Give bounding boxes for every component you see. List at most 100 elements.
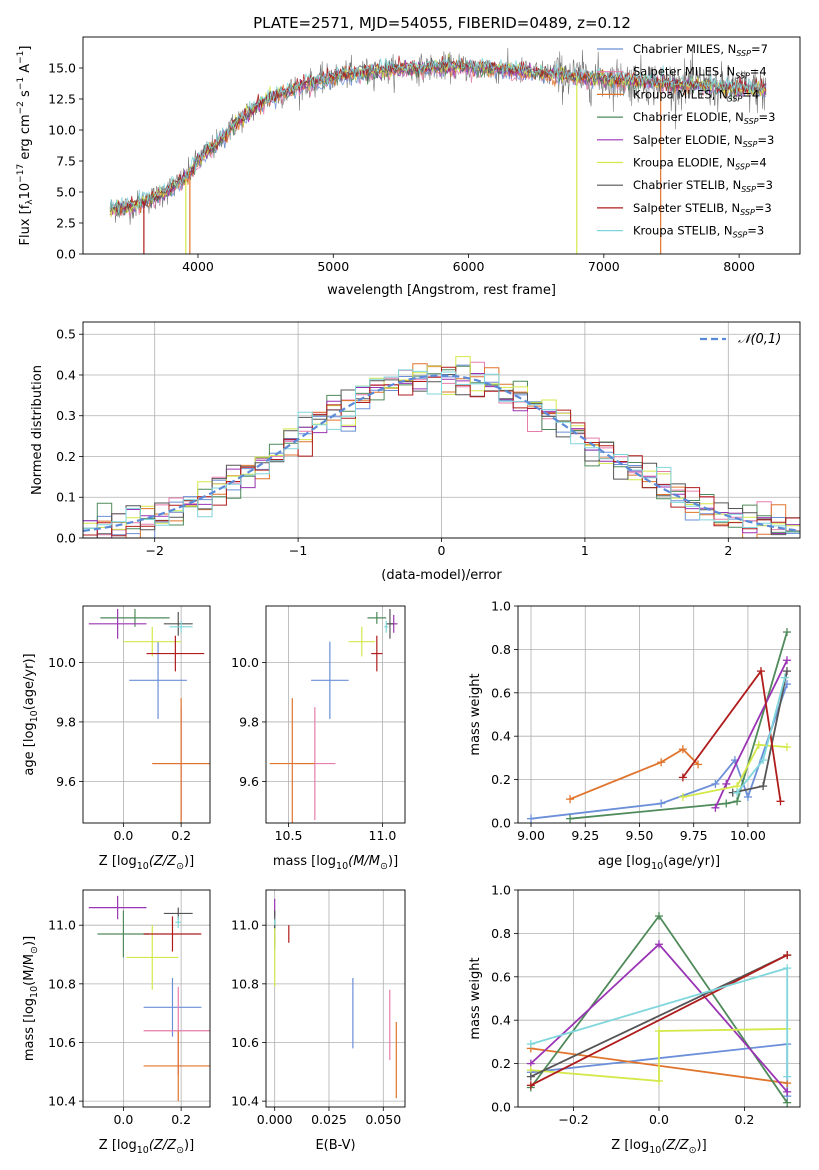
y-label-part: age [log [22, 722, 37, 775]
x-axis-label-text: (Z/Z [661, 1138, 689, 1153]
errorbar-point-kroupa_stelib [384, 620, 389, 633]
x-tick-label: 0.000 [257, 1112, 293, 1127]
plot-area-residuals [83, 356, 800, 538]
x-axis-label-text: Z [log [611, 1138, 649, 1153]
x-axis-label-text: (Z/Z [149, 1138, 177, 1153]
legend-label-kroupa_miles: Kroupa MILES, NSSP=4 [633, 87, 759, 103]
errorbar-point-chabrier_elodie [97, 910, 150, 958]
errorbar-point-kroupa_miles [143, 1030, 210, 1102]
x-axis-label-text: Z [log [99, 1138, 137, 1153]
errorbar-point-chabrier_miles [143, 977, 202, 1037]
y-tick-label: 10.6 [48, 1035, 76, 1050]
legend-label-sub: SSP [744, 117, 759, 126]
x-axis-label-sub: ⊙ [380, 861, 388, 872]
legend-label-text: =4 [750, 65, 767, 79]
x-tick-label: 9.75 [680, 828, 708, 843]
x-tick-label: 1 [581, 543, 589, 558]
legend-label-chabrier_miles: Chabrier MILES, NSSP=7 [633, 42, 768, 58]
y-tick-label: 10.0 [231, 655, 259, 670]
panel-weight_vs_age: 9.00 9.25 9.50 9.75 10.00 0.0 0.2 0.4 0.6 0.8 1.0 a… [468, 599, 801, 872]
y-tick-label: 0.6 [491, 969, 511, 984]
series-point-chabrier_stelib [526, 1072, 535, 1081]
legend-label-sub: SSP [741, 185, 756, 194]
legend-label-sub: SSP [735, 72, 750, 81]
panel-mass_vs_Z: 0.0 0.210.410.610.811.0Z [log10(Z/Z⊙)]mas… [22, 889, 211, 1156]
series-point-chabrier_miles [527, 814, 536, 823]
y-tick-label: 0.4 [56, 367, 76, 382]
legend-label-text: =4 [742, 87, 759, 101]
series-line-chabrier_stelib [530, 954, 788, 1078]
y-tick-label: 0.3 [56, 408, 76, 423]
y-tick-label: 0.1 [56, 490, 76, 505]
legend-label-sub: SSP [736, 49, 751, 58]
series-point-salpeter_stelib [526, 1081, 535, 1090]
plot-area-mass_vs_Z [88, 895, 210, 1102]
y-tick-label: 9.6 [56, 774, 76, 789]
legend-label-kroupa_stelib: Kroupa STELIB, NSSP=3 [633, 224, 764, 240]
series-point-kroupa_miles [694, 760, 703, 769]
y-label-part: mass [log [22, 998, 37, 1061]
y-label-sup: −2 [16, 101, 26, 114]
y-label-part: (age/yr)] [22, 653, 37, 710]
y-axis-label: Flux [fλ10−17 erg cm−2 s−1 A−1] [16, 46, 35, 246]
legend-label-chabrier_stelib: Chabrier STELIB, NSSP=3 [633, 178, 773, 194]
x-tick-label: 0.0 [649, 1112, 669, 1127]
y-tick-label: 10.8 [48, 976, 76, 991]
legend-label-sub: SSP [743, 140, 758, 149]
x-axis-label-text: (age/yr)] [663, 854, 720, 869]
legend-label-text: =4 [750, 156, 767, 170]
y-tick-label: 9.6 [239, 774, 259, 789]
model-spectrum-salpeter_stelib [109, 55, 767, 216]
y-tick-label: 0.4 [491, 729, 511, 744]
model-spectrum-chabrier_stelib [109, 56, 767, 212]
legend-label-text: =3 [757, 133, 774, 147]
x-tick-label: 10.5 [275, 828, 303, 843]
y-label-sup: −1 [16, 51, 26, 64]
y-tick-label: 9.8 [56, 714, 76, 729]
series-point-kroupa_elodie [678, 792, 687, 801]
errorbar-point-chabrier_stelib [386, 608, 394, 639]
series-point-chabrier_elodie [655, 912, 663, 921]
errorbar-point-kroupa_elodie [348, 626, 375, 657]
series-point-chabrier_elodie [722, 799, 731, 808]
errorbar-point-salpeter_elodie [88, 895, 147, 920]
legend-label-text: =3 [759, 110, 776, 124]
figure-title: PLATE=2571, MJD=54055, FIBERID=0489, z=0… [253, 14, 631, 32]
x-axis-label: E(B-V) [315, 1138, 355, 1153]
errorbar-point-salpeter_stelib [143, 916, 202, 952]
legend-label-text: =3 [756, 178, 773, 192]
x-axis-label: Z [log10(Z/Z⊙)] [99, 1138, 194, 1156]
y-label-sub: 10 [29, 986, 40, 998]
series-point-chabrier_miles [711, 779, 720, 788]
x-axis-label-sub: 10 [651, 861, 663, 872]
series-point-kroupa_stelib [783, 964, 792, 973]
series-point-salpeter_elodie [783, 1087, 792, 1096]
y-tick-label: 10.0 [48, 123, 76, 138]
y-label-part: Flux [f [18, 204, 33, 245]
x-axis-label: (data-model)/error [381, 568, 502, 583]
legend-label-text: Kroupa MILES, N [633, 87, 728, 101]
errorbar-point-kroupa_miles [269, 698, 315, 823]
x-axis-label-sub: 10 [336, 861, 348, 872]
x-tick-label: 6000 [453, 259, 485, 274]
y-label-sup: −17 [16, 164, 26, 183]
x-axis-label: Z [log10(Z/Z⊙)] [611, 1138, 706, 1156]
y-tick-label: 1.0 [491, 599, 511, 614]
legend-label-sub: SSP [740, 208, 755, 217]
y-axis-label: mass [log10(M/M⊙)] [22, 936, 40, 1061]
series-point-chabrier_elodie [783, 1098, 792, 1107]
x-axis-label-sub: 10 [137, 1145, 149, 1156]
series-point-salpeter_stelib [783, 951, 792, 960]
legend-label-text: Chabrier ELODIE, N [633, 110, 744, 124]
y-tick-label: 0.4 [491, 1013, 511, 1028]
series-point-salpeter_stelib [776, 797, 785, 806]
y-tick-label: 0.2 [491, 772, 511, 787]
x-axis-label-text: )] [697, 1138, 707, 1153]
series-line-salpeter_stelib [530, 954, 788, 1087]
series-point-chabrier_elodie [733, 797, 742, 806]
y-label-sub: λ [25, 199, 35, 205]
y-tick-label: 0.5 [56, 327, 76, 342]
y-label-sub: 10 [29, 710, 40, 722]
legend-label-gaussian: 𝒩(0,1) [738, 332, 781, 347]
